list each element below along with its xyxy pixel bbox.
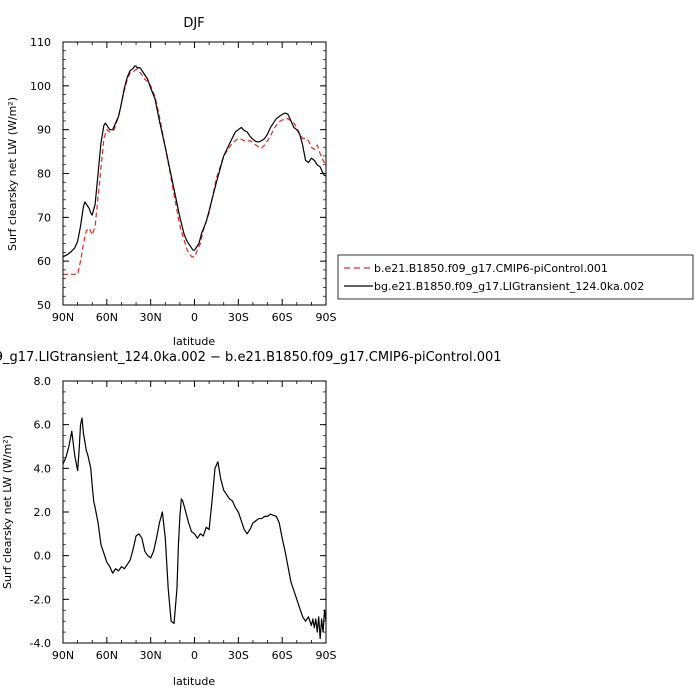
bottom-panel: bg.e21.B1850.f09_g17.LIGtransient_124.0k… (0, 350, 502, 688)
y-tick-label-top: 60 (37, 255, 51, 268)
x-tick-label-top: 60S (272, 311, 293, 324)
x-tick-label-bottom: 30S (228, 649, 249, 662)
y-tick-label-bottom: 6.0 (34, 419, 52, 432)
y-tick-label-top: 110 (30, 36, 51, 49)
y-tick-label-top: 100 (30, 80, 51, 93)
x-tick-label-top: 0 (191, 311, 198, 324)
x-tick-label-bottom: 90S (316, 649, 337, 662)
y-axis-label-bottom: Surf clearsky net LW (W/m²) (1, 435, 14, 589)
y-tick-label-top: 50 (37, 299, 51, 312)
series-line-top-0 (63, 68, 327, 275)
x-tick-label-bottom: 60N (96, 649, 118, 662)
x-tick-label-top: 90N (52, 311, 74, 324)
y-tick-label-bottom: 4.0 (34, 462, 52, 475)
chart-title-bottom: bg.e21.B1850.f09_g17.LIGtransient_124.0k… (0, 350, 502, 365)
chart-title-top: DJF (183, 16, 204, 31)
y-tick-label-top: 80 (37, 168, 51, 181)
y-tick-label-bottom: 8.0 (34, 375, 52, 388)
x-tick-label-top: 30N (140, 311, 162, 324)
y-tick-label-bottom: 0.0 (34, 550, 52, 563)
y-tick-label-bottom: 2.0 (34, 506, 52, 519)
y-tick-label-bottom: -4.0 (30, 637, 51, 650)
x-tick-label-bottom: 60S (272, 649, 293, 662)
x-axis-label-top: latitude (173, 335, 215, 348)
legend-label-lig: bg.e21.B1850.f09_g17.LIGtransient_124.0k… (374, 280, 644, 293)
y-axis-label-top: Surf clearsky net LW (W/m²) (6, 97, 19, 251)
series-line-top-1 (62, 65, 326, 258)
plot-frame-top (62, 41, 327, 306)
series-line-bottom-0 (62, 417, 327, 640)
x-tick-label-top: 30S (228, 311, 249, 324)
y-tick-label-top: 70 (37, 211, 51, 224)
x-tick-label-top: 60N (96, 311, 118, 324)
y-tick-label-bottom: -2.0 (30, 593, 51, 606)
x-tick-label-bottom: 0 (191, 649, 198, 662)
x-tick-label-bottom: 90N (52, 649, 74, 662)
legend-box (337, 254, 694, 300)
y-tick-label-top: 90 (37, 124, 51, 137)
x-tick-label-bottom: 30N (140, 649, 162, 662)
legend: b.e21.B1850.f09_g17.CMIP6-piControl.001 … (337, 254, 694, 300)
x-axis-label-bottom: latitude (173, 675, 215, 688)
plot-frame-bottom (62, 380, 327, 644)
x-tick-label-top: 90S (316, 311, 337, 324)
top-panel: DJF 90N 60N 30N 0 30S 60S 90S5060708090100110 … (6, 16, 694, 348)
legend-label-pi: b.e21.B1850.f09_g17.CMIP6-piControl.001 (374, 262, 608, 275)
